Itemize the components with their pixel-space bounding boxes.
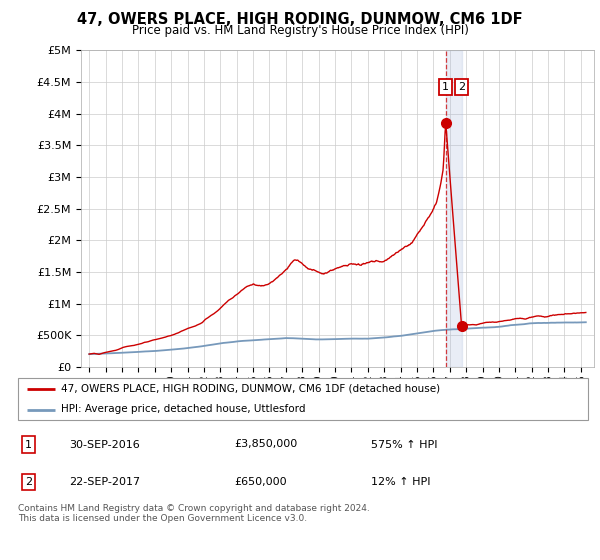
Text: 2: 2	[458, 82, 465, 92]
Text: £650,000: £650,000	[235, 477, 287, 487]
Text: 47, OWERS PLACE, HIGH RODING, DUNMOW, CM6 1DF: 47, OWERS PLACE, HIGH RODING, DUNMOW, CM…	[77, 12, 523, 27]
Text: £3,850,000: £3,850,000	[235, 440, 298, 450]
Text: 1: 1	[25, 440, 32, 450]
Text: 22-SEP-2017: 22-SEP-2017	[70, 477, 140, 487]
Text: Contains HM Land Registry data © Crown copyright and database right 2024.
This d: Contains HM Land Registry data © Crown c…	[18, 504, 370, 524]
Text: 2: 2	[25, 477, 32, 487]
Text: 1: 1	[442, 82, 449, 92]
Text: 30-SEP-2016: 30-SEP-2016	[70, 440, 140, 450]
Text: HPI: Average price, detached house, Uttlesford: HPI: Average price, detached house, Uttl…	[61, 404, 305, 414]
Text: 12% ↑ HPI: 12% ↑ HPI	[371, 477, 431, 487]
Bar	[446, 50, 461, 367]
Text: Price paid vs. HM Land Registry's House Price Index (HPI): Price paid vs. HM Land Registry's House …	[131, 24, 469, 37]
FancyBboxPatch shape	[18, 378, 588, 420]
Text: 575% ↑ HPI: 575% ↑ HPI	[371, 440, 438, 450]
Text: 47, OWERS PLACE, HIGH RODING, DUNMOW, CM6 1DF (detached house): 47, OWERS PLACE, HIGH RODING, DUNMOW, CM…	[61, 384, 440, 394]
